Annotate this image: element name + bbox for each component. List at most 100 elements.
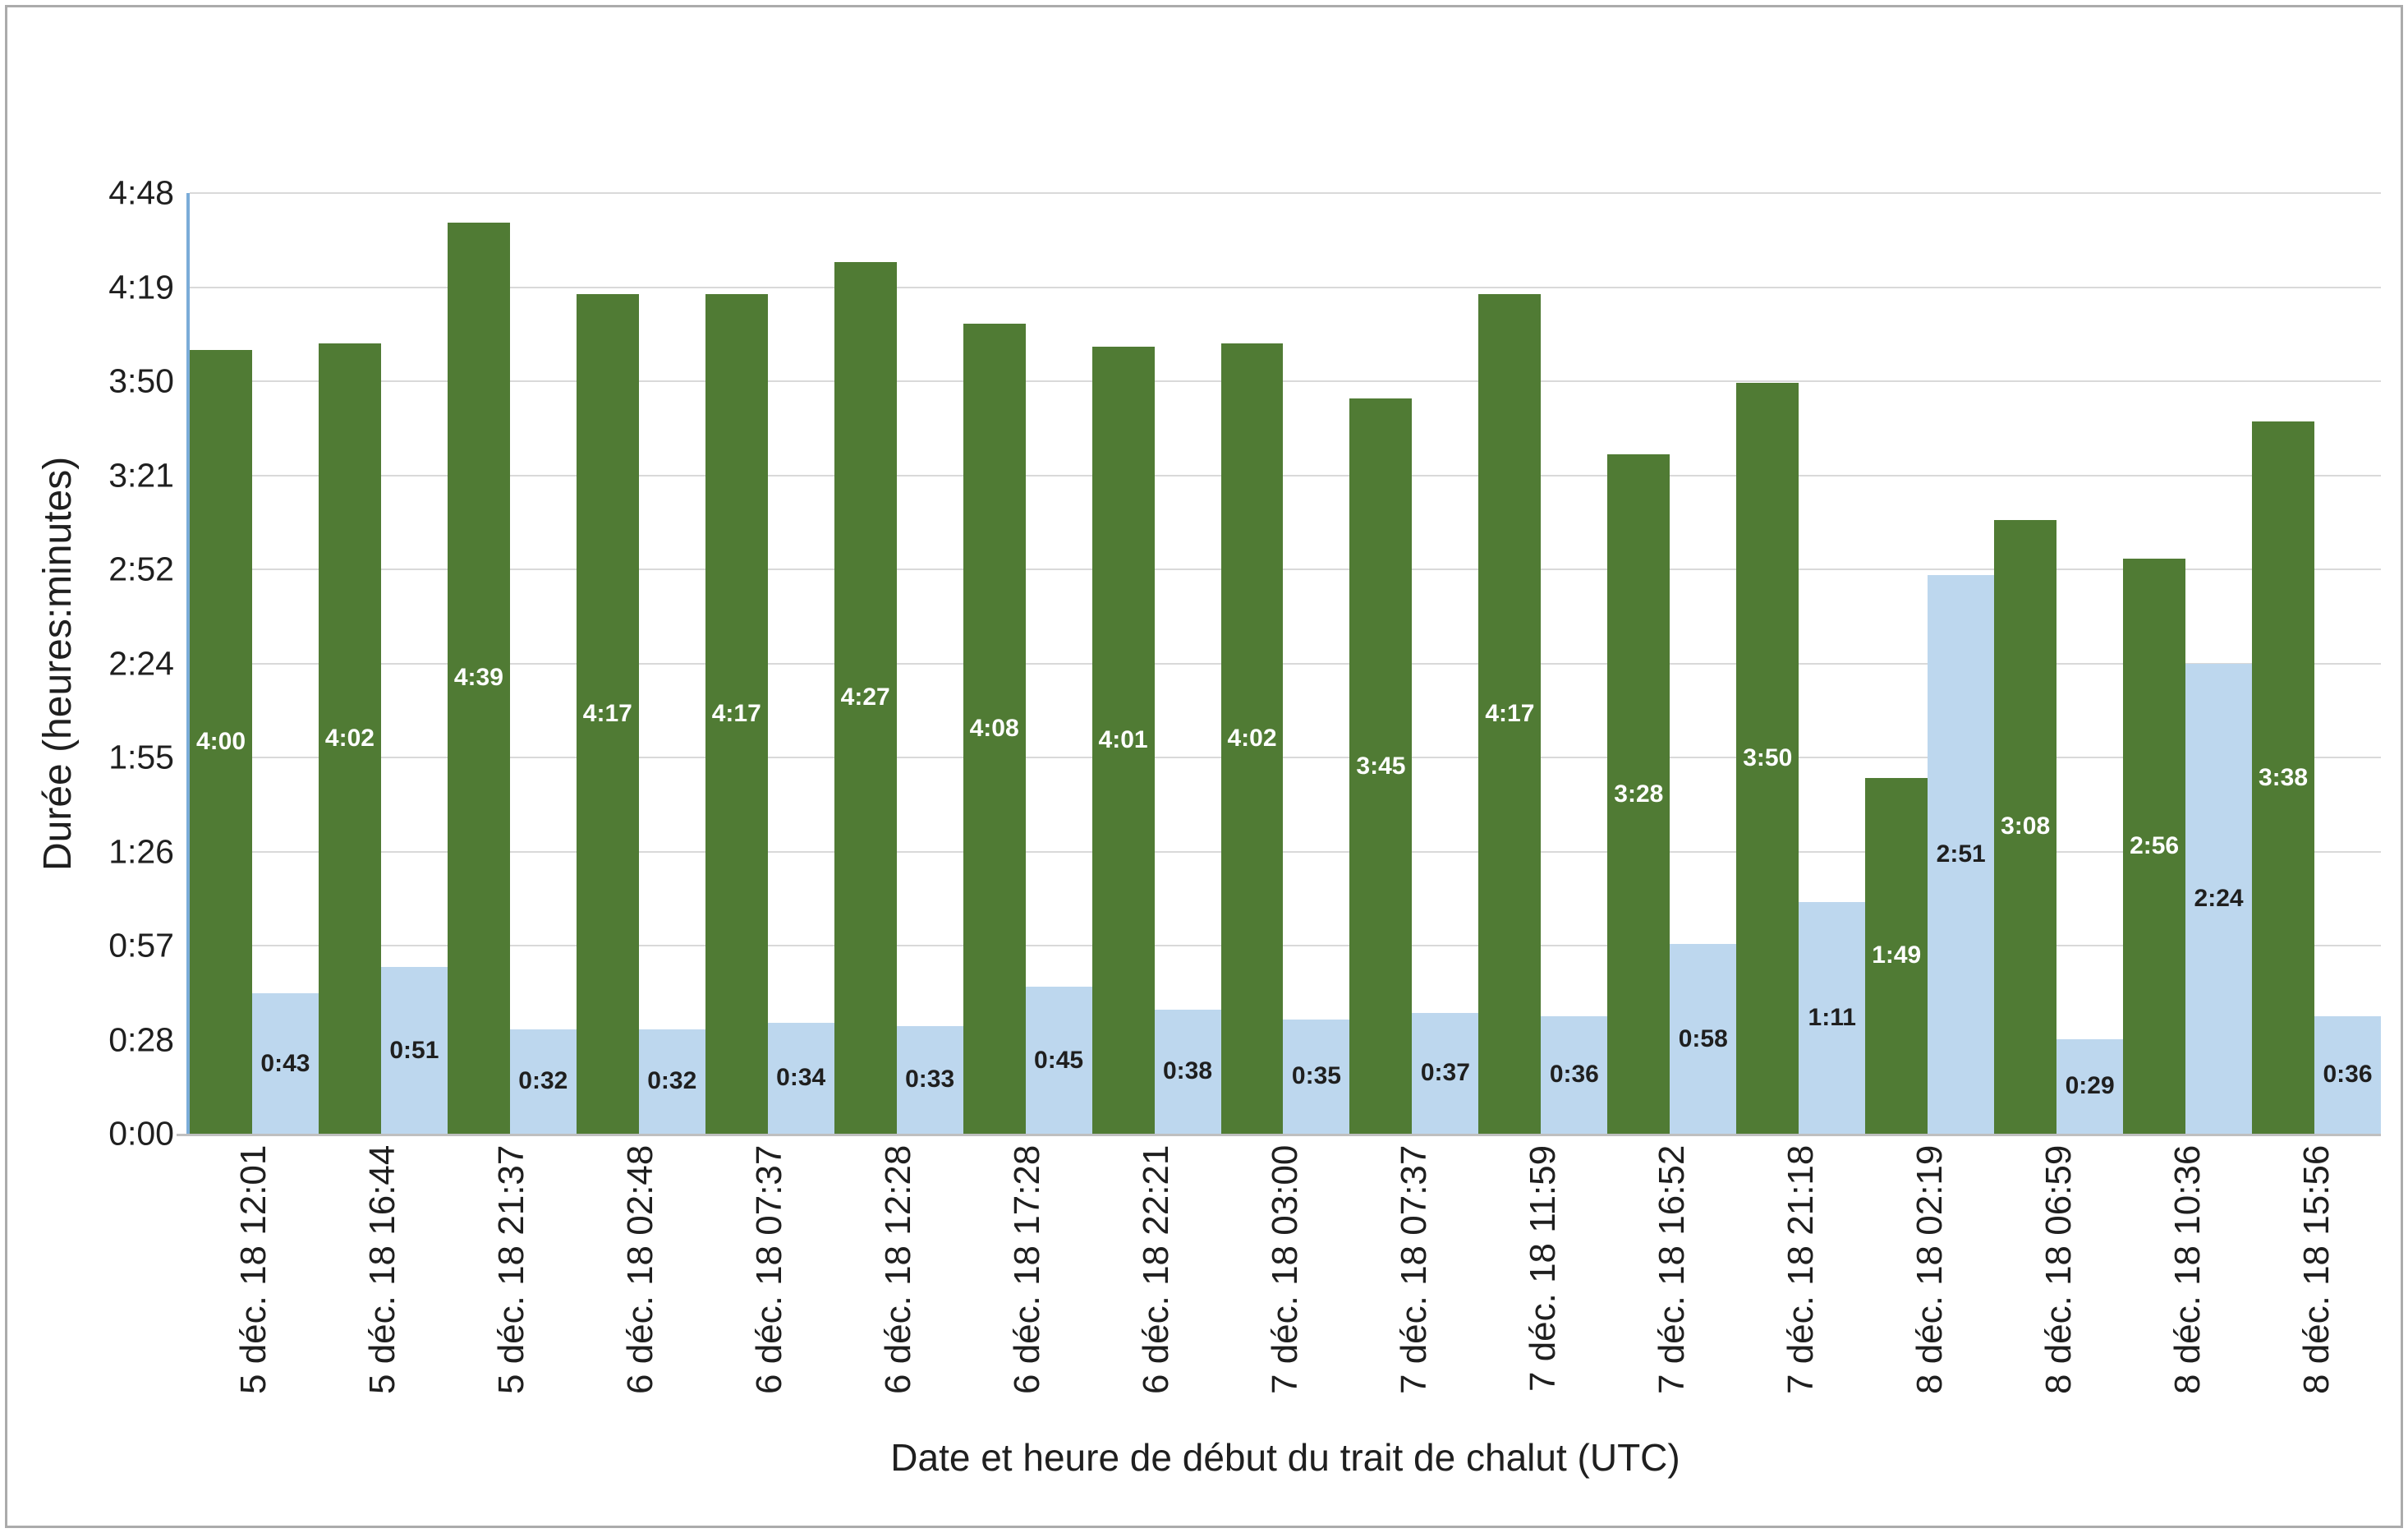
y-tick-label: 0:28: [108, 1020, 174, 1058]
bar-value-label: 4:17: [1485, 700, 1535, 728]
green-duration-bar: 4:00: [190, 349, 252, 1134]
category-column-group: 4:17 0:36: [1478, 193, 1608, 1134]
y-tick-label: 3:50: [108, 361, 174, 400]
blue-duration-bar: 0:29: [2056, 1038, 2124, 1134]
category-column-group: 4:39 0:32: [447, 193, 577, 1134]
bar-value-label: 3:38: [2259, 763, 2309, 791]
category-column-group: 3:08 0:29: [1994, 193, 2124, 1134]
x-tick-label: 6 déc. 18 12:28: [878, 1145, 918, 1395]
gridline: [190, 474, 2381, 476]
category-column-group: 4:02 0:35: [1220, 193, 1350, 1134]
bar-value-label: 4:17: [582, 700, 632, 728]
bar-value-label: 0:38: [1162, 1057, 1213, 1085]
green-duration-bar: 1:49: [1865, 777, 1928, 1134]
x-tick-label: 7 déc. 18 21:18: [1781, 1145, 1821, 1395]
bar-value-label: 4:01: [1098, 725, 1148, 753]
bar-value-label: 0:35: [1291, 1062, 1341, 1090]
category-column-group: 4:00 0:43: [190, 193, 319, 1134]
bar-value-label: 0:29: [2065, 1072, 2115, 1100]
x-tick-label: 7 déc. 18 03:00: [1265, 1145, 1305, 1395]
bar-value-label: 0:45: [1034, 1046, 1084, 1074]
blue-duration-bar: 0:45: [1025, 987, 1092, 1134]
gridline: [190, 380, 2381, 382]
category-column-group: 3:50 1:11: [1736, 193, 1866, 1134]
category-column-group: 1:49 2:51: [1865, 193, 1995, 1134]
bar-value-label: 2:51: [1936, 840, 1986, 868]
blue-duration-bar: 2:24: [2185, 663, 2253, 1134]
bar-value-label: 2:56: [2130, 832, 2180, 860]
bar-value-label: 3:08: [2001, 813, 2051, 840]
blue-duration-bar: 0:51: [380, 967, 448, 1134]
green-duration-bar: 3:08: [1994, 519, 2057, 1134]
y-tick-label: 0:57: [108, 926, 174, 964]
blue-duration-bar: 0:58: [1670, 944, 1737, 1134]
green-duration-bar: 3:50: [1736, 382, 1799, 1134]
blue-duration-bar: 0:34: [767, 1022, 834, 1134]
x-tick-label: 6 déc. 18 02:48: [620, 1145, 660, 1395]
x-tick-label: 7 déc. 18 07:37: [1394, 1145, 1434, 1395]
gridline: [190, 569, 2381, 570]
y-tick-label: 4:19: [108, 268, 174, 306]
x-tick-label: 6 déc. 18 07:37: [749, 1145, 789, 1395]
x-tick-label: 8 déc. 18 15:56: [2296, 1145, 2337, 1395]
green-duration-bar: 4:39: [447, 222, 510, 1134]
y-tick-label: 1:55: [108, 738, 174, 776]
bar-value-label: 0:33: [905, 1066, 955, 1093]
x-axis-line: [177, 1134, 2381, 1136]
gridline: [190, 850, 2381, 853]
bar-value-label: 3:50: [1743, 743, 1793, 771]
bar-value-label: 3:28: [1614, 780, 1664, 808]
green-duration-bar: 4:08: [963, 324, 1026, 1134]
bar-value-label: 1:11: [1808, 1003, 1856, 1031]
blue-duration-bar: 0:38: [1154, 1009, 1221, 1134]
y-tick-label: 1:26: [108, 832, 174, 870]
blue-duration-bar: 0:36: [2314, 1015, 2381, 1134]
bar-value-label: 0:32: [647, 1067, 697, 1095]
x-tick-label: 8 déc. 18 02:19: [1909, 1145, 1950, 1395]
bar-value-label: 1:49: [1872, 941, 1922, 969]
bar-value-label: 0:34: [776, 1064, 826, 1092]
bar-value-label: 0:32: [518, 1067, 568, 1095]
bar-value-label: 0:36: [1549, 1061, 1599, 1089]
blue-duration-bar: 0:32: [509, 1029, 577, 1134]
y-tick-label: 3:21: [108, 456, 174, 494]
y-tick-label: 4:48: [108, 173, 174, 212]
bar-value-label: 4:02: [1227, 724, 1277, 752]
gridline: [190, 192, 2381, 194]
blue-duration-bar: 0:37: [1412, 1012, 1479, 1134]
category-column-group: 4:02 0:51: [318, 193, 448, 1134]
x-tick-label: 8 déc. 18 10:36: [2167, 1145, 2208, 1395]
bar-value-label: 4:00: [195, 727, 246, 755]
x-tick-label: 8 déc. 18 06:59: [2038, 1145, 2079, 1395]
blue-duration-bar: 0:36: [1541, 1015, 1608, 1134]
green-duration-bar: 4:17: [576, 294, 639, 1134]
plot-area: 4:00 0:43 4:02 0:51 4:39 0:32 4:17 0:32 4:17 0:34…: [177, 192, 2381, 1136]
blue-duration-bar: 0:33: [896, 1025, 963, 1134]
category-column-group: 4:17 0:32: [576, 193, 705, 1134]
blue-duration-bar: 2:51: [1928, 575, 1995, 1134]
x-tick-label: 5 déc. 18 21:37: [491, 1145, 531, 1395]
gridline: [190, 662, 2381, 665]
category-column-group: 4:08 0:45: [963, 193, 1092, 1134]
green-duration-bar: 4:02: [1220, 343, 1284, 1134]
blue-duration-bar: 0:35: [1283, 1019, 1350, 1134]
chart-frame: Durée (heures:minutes) 0:00 0:28 0:57 1:26 1…: [5, 5, 2403, 1528]
blue-duration-bar: 1:11: [1799, 901, 1866, 1134]
bar-value-label: 3:45: [1356, 752, 1406, 780]
blue-duration-bar: 0:32: [638, 1029, 705, 1134]
x-tick-label: 5 déc. 18 16:44: [362, 1145, 402, 1395]
y-axis-tick-labels: 0:00 0:28 0:57 1:26 1:55 2:24 2:52 3:21 3:50 4:19…: [7, 174, 174, 1153]
bar-value-label: 0:51: [389, 1036, 439, 1064]
green-duration-bar: 4:17: [705, 294, 768, 1134]
bar-value-label: 4:27: [840, 684, 890, 711]
category-column-group: 4:01 0:38: [1091, 193, 1221, 1134]
bar-value-label: 4:02: [324, 724, 375, 752]
gridline: [190, 757, 2381, 758]
category-column-group: 2:56 2:24: [2123, 193, 2253, 1134]
x-tick-label: 7 déc. 18 16:52: [1652, 1145, 1692, 1395]
x-axis-title: Date et heure de début du trait de chalu…: [890, 1436, 1680, 1479]
bar-value-label: 0:58: [1678, 1024, 1728, 1052]
x-tick-label: 7 déc. 18 11:59: [1523, 1145, 1563, 1393]
x-tick-label: 6 déc. 18 17:28: [1007, 1145, 1047, 1395]
x-tick-label: 6 déc. 18 22:21: [1136, 1145, 1176, 1395]
